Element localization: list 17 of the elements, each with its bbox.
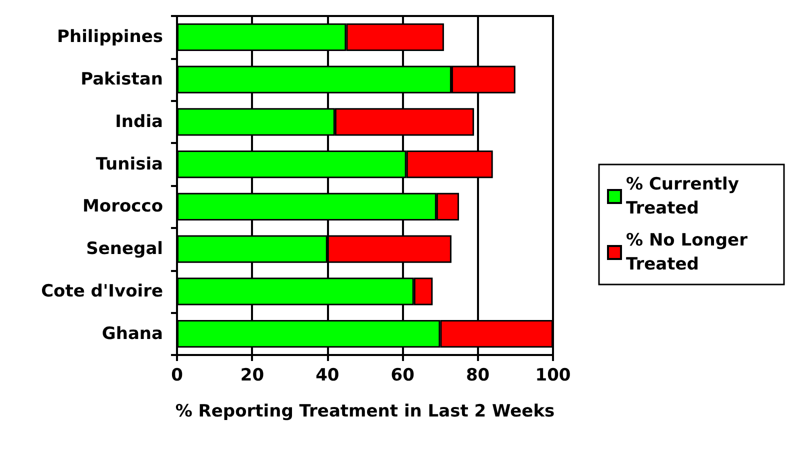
x-axis-title: % Reporting Treatment in Last 2 Weeks: [175, 402, 555, 422]
x-tick-label: 40: [316, 366, 340, 386]
x-tick-label: 80: [466, 366, 490, 386]
x-tick-label: 20: [240, 366, 264, 386]
y-tick-label: India: [115, 112, 163, 132]
y-tick-label: Tunisia: [96, 154, 163, 174]
x-tick-label: 60: [390, 366, 415, 386]
legend-label: % Currently Treated: [626, 174, 745, 218]
y-tick-label: Ghana: [102, 324, 163, 344]
y-tick-label: Cote d'Ivoire: [41, 281, 163, 302]
y-tick-label: Morocco: [82, 196, 163, 217]
y-tick-label: Pakistan: [80, 70, 163, 90]
x-tick-label: 0: [171, 366, 184, 386]
y-tick-label: Philippines: [57, 27, 163, 48]
y-tick-label: Senegal: [86, 239, 163, 260]
legend-label: % No Longer Treated: [626, 230, 754, 274]
x-tick-label: 100: [535, 366, 571, 386]
